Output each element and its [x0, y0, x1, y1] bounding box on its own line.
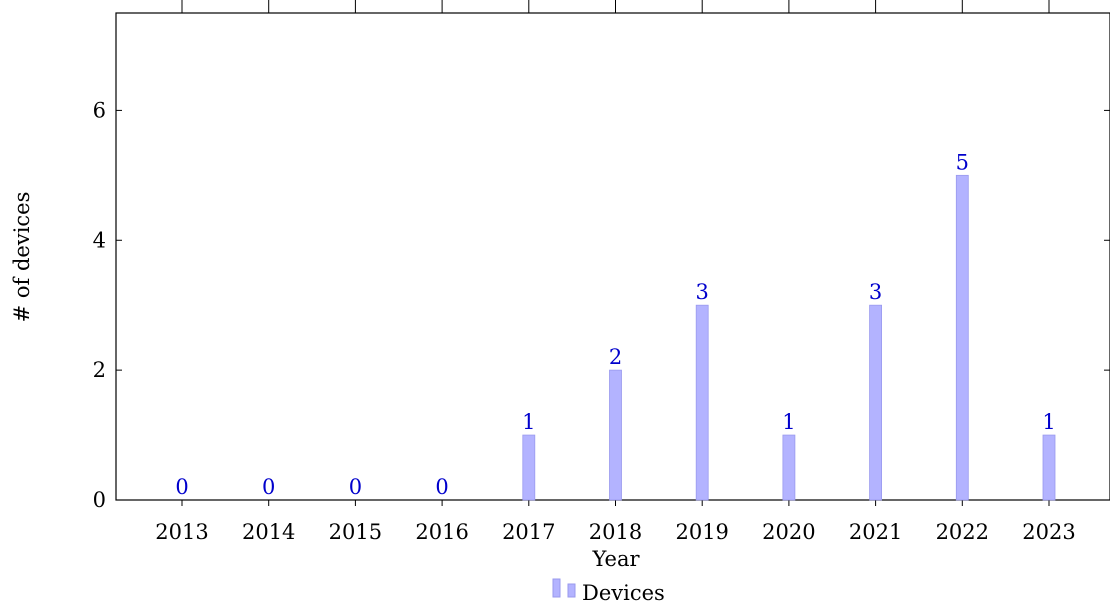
bar-value-label: 1 — [522, 410, 535, 434]
bar-value-label: 0 — [349, 475, 362, 499]
x-tick-label: 2019 — [675, 520, 728, 544]
legend-swatch-bar-1 — [552, 578, 561, 598]
x-tick-label: 2017 — [502, 520, 555, 544]
x-tick-label: 2014 — [242, 520, 295, 544]
legend-label: Devices — [582, 581, 665, 605]
legend: Devices — [552, 578, 665, 605]
x-tick-label: 2021 — [849, 520, 902, 544]
bar — [1042, 434, 1056, 501]
x-tick-label: 2020 — [762, 520, 815, 544]
bar-value-label: 5 — [956, 150, 969, 174]
y-tick-label: 4 — [93, 228, 106, 252]
bar — [955, 174, 969, 501]
x-tick-label: 2022 — [936, 520, 989, 544]
y-tick-label: 0 — [93, 488, 106, 512]
y-axis-title: # of devices — [10, 192, 34, 323]
x-axis-ticks: 2013 2014 2015 2016 2017 2018 2019 2020 2021 2022… — [155, 0, 1076, 544]
x-axis-title: Year — [591, 547, 640, 571]
x-tick-label: 2013 — [155, 520, 208, 544]
y-tick-label: 2 — [93, 358, 106, 382]
bar-value-label: 0 — [435, 475, 448, 499]
x-tick-label: 2016 — [415, 520, 468, 544]
bar-value-label: 3 — [696, 280, 709, 304]
bar — [522, 434, 536, 501]
data-labels-group: 0 0 0 0 1 2 3 1 3 5 1 — [175, 150, 1055, 499]
legend-swatch-bar-2 — [567, 583, 576, 598]
bar-value-label: 2 — [609, 345, 622, 369]
bar-value-label: 1 — [782, 410, 795, 434]
bar-value-label: 0 — [262, 475, 275, 499]
x-tick-label: 2018 — [589, 520, 642, 544]
y-axis-ticks: 0 2 4 6 — [93, 98, 1110, 512]
y-tick-label: 6 — [93, 98, 106, 122]
bar — [782, 434, 796, 501]
bar — [869, 304, 882, 501]
bar-value-label: 0 — [175, 475, 188, 499]
bars-group — [522, 174, 1056, 501]
x-tick-label: 2015 — [329, 520, 382, 544]
bar — [695, 304, 709, 501]
bar-value-label: 3 — [869, 280, 882, 304]
bar — [609, 369, 622, 501]
x-tick-label: 2023 — [1022, 520, 1075, 544]
bar-value-label: 1 — [1042, 410, 1055, 434]
